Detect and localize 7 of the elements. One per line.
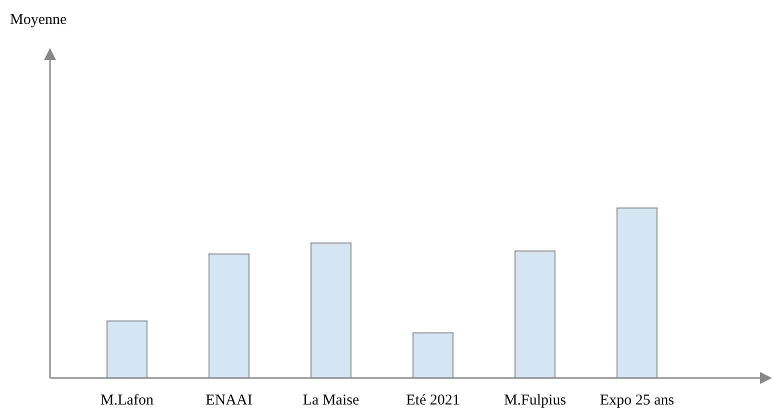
x-tick-label: Eté 2021 <box>406 392 460 409</box>
x-tick-label: Expo 25 ans <box>600 392 674 409</box>
x-tick-label: M.Lafon <box>100 392 154 409</box>
x-tick-label: M.Fulpius <box>504 392 566 409</box>
text: Moyenne <box>10 12 67 29</box>
x-tick-label: ENAAI <box>206 392 252 409</box>
x-tick-label: La Maise <box>302 392 360 409</box>
